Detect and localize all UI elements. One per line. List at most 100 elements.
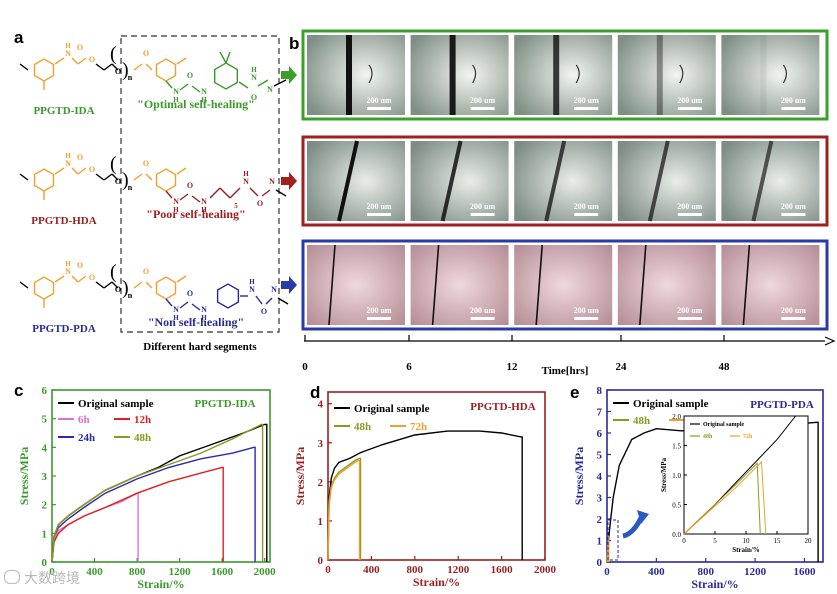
inset-legend-label: 48h [703, 434, 713, 440]
bond [19, 281, 29, 289]
y-tick-label: 0 [318, 555, 324, 567]
inset-x-tick-label: 15 [774, 537, 782, 545]
scale-bar-label: 200 um [366, 306, 391, 315]
inset-legend-label: 72h [743, 434, 753, 440]
y-tick-label: 1 [597, 536, 603, 548]
bond [111, 173, 119, 181]
crack-line [742, 244, 751, 326]
atom-label: N [249, 285, 255, 294]
zoom-arrow-icon [622, 516, 644, 539]
y-axis-label: Stress/MPa [17, 447, 31, 505]
legend-label: 48h [633, 415, 650, 427]
bracket: ) [122, 277, 129, 299]
bond [165, 190, 173, 199]
bond [277, 297, 289, 305]
row-arrow-icon [281, 66, 297, 84]
atom-label: N [267, 85, 273, 94]
atom-label: H [201, 314, 207, 322]
scale-bar-label: 200 um [677, 96, 702, 105]
bond [265, 297, 273, 305]
inset-series-72h [683, 460, 767, 535]
bond [165, 80, 173, 89]
bond [71, 57, 79, 65]
bond [71, 275, 79, 283]
inset-y-tick-label: 0.5 [672, 502, 681, 510]
scratch-mark [472, 64, 477, 84]
legend-label: 12h [134, 414, 151, 426]
atom-label: O [115, 177, 121, 186]
legend-label: 48h [134, 432, 151, 444]
x-tick-label: 800 [129, 566, 146, 578]
timeline-tick-label: 12 [507, 361, 519, 373]
atom-label: O [187, 289, 193, 298]
scale-bar-label: 200 um [574, 306, 599, 315]
scale-bar-label: 200 um [574, 96, 599, 105]
scale-bar-label: 200 um [470, 202, 495, 211]
legend-label: Original sample [633, 398, 709, 410]
panel-label-c: c [14, 381, 24, 400]
scale-bar-label: 200 um [781, 96, 806, 105]
micrograph-image [307, 245, 405, 325]
x-tick-label: 1200 [169, 566, 192, 578]
y-tick-label: 3 [42, 471, 48, 483]
legend-label: 72h [410, 421, 427, 433]
scale-bar [470, 213, 495, 216]
y-tick-label: 4 [42, 442, 48, 454]
atom-label: n [128, 73, 133, 82]
scratch-mark [368, 64, 373, 84]
scale-bar [574, 213, 599, 216]
micrograph-image [617, 245, 716, 325]
atom-label: O [187, 181, 193, 190]
bond [191, 195, 201, 203]
row-arrow-icon [281, 172, 297, 190]
inset-y-tick-label: 2.0 [672, 413, 681, 421]
micrograph-image [410, 245, 509, 325]
atom-label: N [269, 177, 275, 186]
y-tick-label: 5 [42, 414, 48, 426]
atom-label: H [65, 42, 71, 50]
bracket: ( [110, 153, 117, 175]
healing-note: "Optimal self-healing" [137, 97, 255, 111]
atom-label: N [65, 49, 71, 58]
y-tick-label: 3 [318, 438, 324, 450]
atom-label: N [173, 305, 179, 314]
polymer-name: PPGTD-IDA [33, 105, 94, 117]
y-tick-label: 6 [597, 428, 603, 440]
bond [133, 63, 143, 71]
atom-label: N [251, 73, 257, 82]
crack-line [751, 140, 774, 222]
y-tick-label: 4 [597, 471, 603, 483]
bond [95, 281, 105, 289]
x-tick-label: 2000 [534, 564, 557, 576]
crack-line [337, 140, 359, 222]
atom-label: O [257, 199, 263, 208]
scale-bar [367, 213, 391, 216]
scale-bar [470, 107, 495, 110]
bond [257, 79, 269, 87]
atom-label: O [77, 261, 83, 270]
inset-y-axis-label: Stress/MPa [660, 457, 668, 492]
y-tick-label: 6 [42, 385, 48, 397]
inset-y-tick-label: 0.0 [672, 531, 681, 539]
scale-bar [677, 107, 702, 110]
timeline-tick-label: 6 [406, 361, 412, 373]
bond [77, 167, 87, 175]
bond [179, 301, 189, 309]
timeline-tick-label: 0 [302, 361, 308, 373]
bond [95, 173, 105, 181]
bond [191, 85, 201, 93]
bond [54, 167, 65, 175]
atom-label: H [65, 152, 71, 160]
atom-label: O [143, 267, 149, 276]
atom-label: O [115, 67, 121, 76]
bracket: ) [122, 59, 129, 81]
atom-label: N [173, 87, 179, 96]
atom-label: H [173, 96, 179, 104]
scale-bar [677, 317, 702, 320]
crack-line [544, 140, 567, 222]
y-axis-label: Stress/MPa [293, 447, 307, 505]
scale-bar-label: 200 um [574, 202, 599, 211]
polymer-name: PPGTD-HDA [31, 215, 96, 227]
bond [103, 173, 113, 181]
